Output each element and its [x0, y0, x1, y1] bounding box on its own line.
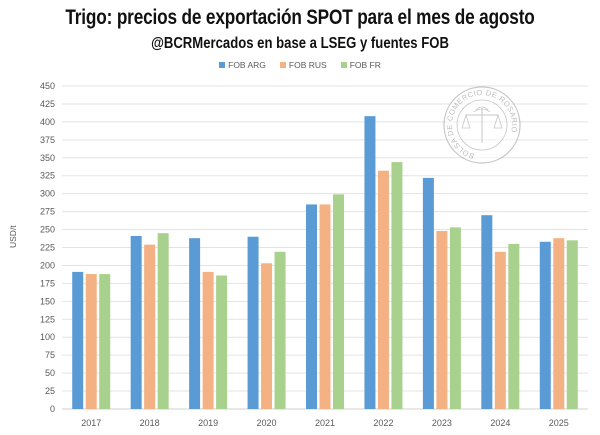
legend-label-fr: FOB FR: [349, 60, 381, 70]
bar-fob-arg-2019: [189, 238, 201, 409]
watermark-seal: BOLSA DE COMERCIO DE ROSARIO: [443, 86, 521, 164]
bar-fob-fr-2021: [333, 194, 344, 409]
bar-fob-fr-2023: [449, 227, 461, 409]
x-tick-label: 2023: [432, 418, 452, 428]
x-tick-label: 2019: [198, 418, 218, 428]
x-axis-ticks: 2017 2018 2019 2020 2021 2022 2023 2024 2025: [81, 418, 569, 428]
bar-fob-rus-2018: [144, 244, 156, 409]
legend-swatch-rus: [279, 62, 286, 68]
legend-label-rus: FOB RUS: [288, 60, 327, 70]
y-tick-label: 50: [45, 368, 55, 378]
bar-fob-rus-2024: [494, 251, 506, 409]
y-tick-label: 300: [40, 189, 55, 199]
x-tick-label: 2025: [549, 418, 569, 428]
x-tick-label: 2024: [490, 418, 510, 428]
y-tick-label: 125: [40, 314, 55, 324]
legend: FOB ARG FOB RUS FOB FR: [0, 60, 600, 70]
legend-item-arg: FOB ARG: [219, 60, 266, 70]
x-tick-label: 2018: [140, 418, 160, 428]
y-tick-label: 450: [40, 81, 55, 91]
legend-label-arg: FOB ARG: [228, 60, 266, 70]
bar-fob-arg-2017: [72, 271, 84, 409]
bar-fob-fr-2024: [508, 243, 520, 409]
legend-item-fr: FOB FR: [340, 60, 381, 70]
bar-fob-rus-2019: [202, 271, 214, 409]
y-axis-ticks: 0 25 50 75 100 125 150 175 200 225 250 275 300 325 350…: [40, 81, 55, 414]
bar-fob-fr-2017: [99, 274, 111, 409]
seal-wings: [473, 106, 491, 113]
legend-item-rus: FOB RUS: [279, 60, 327, 70]
bar-fob-fr-2025: [566, 240, 578, 409]
bar-fob-rus-2025: [553, 238, 565, 409]
bar-fob-arg-2022: [364, 116, 376, 409]
y-tick-label: 25: [45, 386, 55, 396]
y-tick-label: 400: [40, 117, 55, 127]
bar-fob-fr-2018: [157, 233, 169, 409]
bar-fob-fr-2020: [274, 251, 286, 409]
y-tick-label: 275: [40, 207, 55, 217]
bar-fob-rus-2021: [319, 204, 331, 409]
x-tick-label: 2022: [373, 418, 393, 428]
bar-fob-fr-2019: [216, 275, 228, 409]
y-tick-label: 375: [40, 135, 55, 145]
seal-inner-ring: [456, 99, 508, 151]
y-tick-label: 100: [40, 332, 55, 342]
x-tick-label: 2020: [257, 418, 277, 428]
legend-swatch-arg: [219, 62, 226, 68]
legend-swatch-fr: [340, 62, 347, 68]
chart-title: Trigo: precios de exportación SPOT para …: [65, 6, 535, 29]
bar-fob-arg-2020: [247, 236, 259, 409]
y-tick-label: 75: [45, 350, 55, 360]
chart-subtitle: @BCRMercados en base a LSEG y fuentes FO…: [151, 35, 449, 52]
y-tick-label: 200: [40, 260, 55, 270]
bar-fob-arg-2021: [306, 204, 317, 409]
y-tick-label: 425: [40, 99, 55, 109]
x-tick-label: 2021: [315, 418, 335, 428]
y-tick-label: 150: [40, 296, 55, 306]
bar-fob-arg-2023: [422, 177, 434, 409]
bar-fob-arg-2025: [539, 241, 551, 409]
bar-fob-rus-2017: [85, 274, 97, 409]
bar-fob-rus-2022: [377, 170, 389, 409]
bars: [72, 116, 578, 409]
y-tick-label: 0: [50, 404, 55, 414]
y-tick-label: 250: [40, 225, 55, 235]
bar-fob-rus-2023: [436, 230, 448, 409]
bar-fob-rus-2020: [261, 263, 273, 409]
bar-fob-arg-2018: [130, 236, 142, 409]
bar-fob-fr-2022: [391, 162, 403, 409]
x-tick-label: 2017: [81, 418, 101, 428]
seal-scale-pans: [461, 113, 503, 129]
y-tick-label: 325: [40, 171, 55, 181]
y-tick-label: 350: [40, 153, 55, 163]
y-tick-label: 175: [40, 278, 55, 288]
y-tick-label: 225: [40, 243, 55, 253]
bar-fob-arg-2024: [481, 215, 493, 409]
